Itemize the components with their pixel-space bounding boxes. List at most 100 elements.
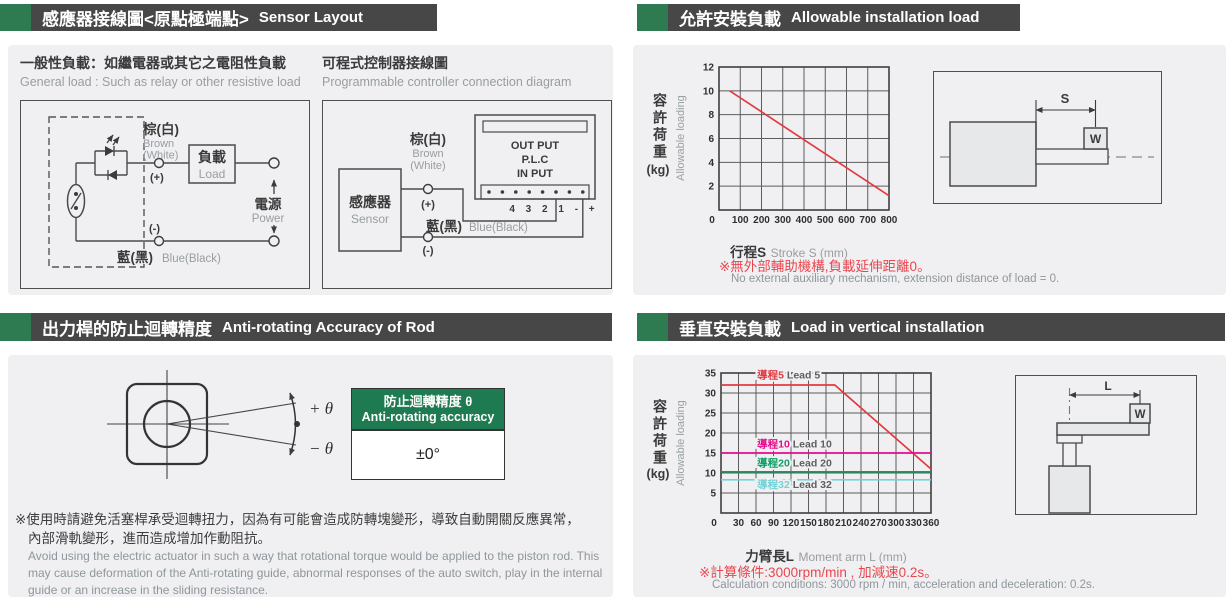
arm-dim-label: L	[1104, 379, 1111, 393]
general-load-circuit-box: 負載 Load 棕(白) Brown (White) (+) 電源 Power …	[20, 100, 310, 289]
minus-theta-label: − θ	[309, 439, 333, 458]
brown-wire-label-en1: Brown	[412, 148, 443, 160]
sensor-box	[338, 168, 402, 252]
svg-text:240: 240	[853, 518, 870, 529]
reed-switch-symbol	[66, 183, 86, 219]
plc-in-label: IN PUT	[517, 168, 553, 180]
sensor-label-en: Sensor	[351, 212, 389, 226]
table-header-en: Anti-rotating accuracy	[361, 410, 495, 424]
y-axis-unit: (kg)	[646, 163, 670, 177]
moment-arm-chart: 0 30 60 90 120 150 180 210 240 270 300 330 360 5 10 15 2…	[705, 367, 939, 529]
note-en: Calculation conditions: 3000 rpm / min, …	[712, 579, 1095, 591]
vertical-load-panel: 容許荷重 (kg) Allowable loading 0 30 60 90 120 15…	[633, 355, 1226, 597]
brown-wire	[432, 188, 557, 222]
general-load-title-en: General load : Such as relay or other re…	[20, 75, 301, 89]
allowable-load-panel: 容許荷重 (kg) Allowable loading 0 100 200 300 40…	[633, 45, 1226, 295]
led-symbol	[94, 134, 128, 180]
terminal-dots	[487, 190, 585, 194]
section-title-en: Sensor Layout	[258, 9, 364, 26]
table-value: ±0°	[352, 429, 504, 479]
caution-zh-line2: 內部滑軌變形，進而造成增加作動阻抗。	[28, 531, 271, 546]
plc-label-strip	[482, 120, 588, 133]
brown-wire-label-en2: (White)	[143, 150, 178, 162]
svg-text:0: 0	[711, 518, 717, 529]
section-title-en: Anti-rotating Accuracy of Rod	[222, 318, 435, 336]
anti-rotating-panel: + θ − θ 防止迴轉精度 θ Anti-rotating accuracy …	[8, 355, 613, 597]
svg-text:12: 12	[703, 63, 715, 74]
note-en: No external auxiliary mechanism, extensi…	[731, 273, 1060, 285]
header-accent-square	[0, 4, 31, 31]
stroke-load-chart: 0 100 200 300 400 500 600 700 800 2 4 6 8 10 12	[703, 63, 898, 227]
svg-text:500: 500	[817, 215, 834, 226]
svg-text:導程5 Lead 5: 導程5 Lead 5	[757, 369, 820, 382]
section-header-sensor-layout: 感應器接線圖<原點極端點> Sensor Layout	[0, 4, 437, 31]
y-axis-unit: (kg)	[646, 467, 670, 481]
svg-text:15: 15	[705, 449, 717, 460]
plus-label: (+)	[150, 172, 164, 184]
svg-text:10: 10	[703, 86, 715, 97]
power-label-en: Power	[252, 213, 285, 225]
blue-wire-label-en: Blue(Black)	[162, 253, 221, 265]
table-header-zh: 防止迴轉精度 θ	[383, 394, 473, 409]
svg-text:導程20 Lead 20: 導程20 Lead 20	[757, 457, 832, 470]
section-title-zh: 垂直安裝負載	[679, 319, 781, 339]
svg-text:30: 30	[733, 518, 745, 529]
brown-wire-label-en2: (White)	[410, 160, 445, 172]
rod-circle	[142, 399, 192, 449]
anti-rotating-diagram: + θ − θ	[107, 370, 333, 479]
section-title-en: Load in vertical installation	[791, 318, 985, 336]
weight-label: W	[1090, 132, 1102, 146]
weight-block	[1083, 127, 1108, 150]
sensor-label-zh: 感應器	[349, 194, 392, 210]
actuator-body	[949, 121, 1037, 187]
horizontal-mount-diagram-box: W S	[933, 71, 1162, 204]
vertical-mount-diagram: W L	[1048, 379, 1151, 514]
stroke-dim-label: S	[1061, 91, 1070, 106]
svg-text:360: 360	[923, 518, 939, 529]
y-axis-label-zh: 容許荷重	[652, 399, 668, 467]
svg-text:180: 180	[818, 518, 835, 529]
section-header-anti-rotating: 出力桿的防止迴轉精度 Anti-rotating Accuracy of Rod	[0, 313, 612, 341]
plc-out-label: OUT PUT	[511, 140, 560, 152]
svg-text:400: 400	[796, 215, 813, 226]
header-accent-square	[0, 313, 31, 341]
svg-text:30: 30	[705, 389, 717, 400]
note-zh: ※無外部輔助機構,負載延伸距離0。	[719, 259, 931, 274]
svg-text:8: 8	[708, 110, 714, 121]
brown-wire-connector	[153, 157, 165, 169]
plus-label: (+)	[421, 199, 435, 211]
svg-text:20: 20	[705, 429, 717, 440]
arm	[1056, 422, 1150, 436]
svg-text:10: 10	[705, 469, 717, 480]
minus-label: (-)	[423, 245, 434, 257]
section-header-allowable-load: 允許安裝負載 Allowable installation load	[637, 4, 1020, 31]
blue-wire-label-en: Blue(Black)	[469, 222, 528, 234]
svg-text:300: 300	[774, 215, 791, 226]
section-title-en: Allowable installation load	[791, 9, 980, 26]
svg-text:270: 270	[870, 518, 887, 529]
blue-wire-label-zh: 藍(黑)	[426, 218, 462, 234]
svg-text:150: 150	[800, 518, 817, 529]
plc-circuit-diagram: 感應器 Sensor OUT PUT P.L.C IN PUT 4 3 2 1 …	[338, 114, 598, 257]
general-load-title-zh: 一般性負載：如繼電器或其它之電阻性負載	[20, 55, 286, 71]
section-title-zh: 出力桿的防止迴轉精度	[42, 319, 212, 339]
blue-wire	[432, 199, 584, 238]
svg-text:25: 25	[705, 409, 717, 420]
rod-flange	[1056, 434, 1083, 444]
svg-text:800: 800	[881, 215, 898, 226]
terminal-strip	[480, 184, 590, 200]
brown-wire-label-zh: 棕(白)	[142, 121, 179, 137]
brown-wire-connector	[422, 183, 434, 195]
terminal-numbers: 4 3 2 1 - +	[509, 204, 598, 215]
plc-subtitle: 可程式控制器接線圖 Programmable controller connec…	[322, 53, 571, 89]
plc-title-en: Programmable controller connection diagr…	[322, 75, 572, 89]
svg-text:600: 600	[838, 215, 855, 226]
note-zh: ※計算條件:3000rpm/min , 加減速0.2s。	[699, 565, 938, 580]
svg-text:120: 120	[783, 518, 800, 529]
x-axis-label: 行程S Stroke S (mm)	[730, 245, 848, 260]
header-accent-square	[637, 313, 668, 341]
horizontal-mount-diagram: W S	[940, 91, 1154, 187]
caution-zh-line1: ※使用時請避免活塞桿承受迴轉扭力，因為有可能會造成防轉塊變形，導致自動開關反應異…	[15, 512, 580, 527]
load-label-zh: 負載	[198, 149, 226, 165]
